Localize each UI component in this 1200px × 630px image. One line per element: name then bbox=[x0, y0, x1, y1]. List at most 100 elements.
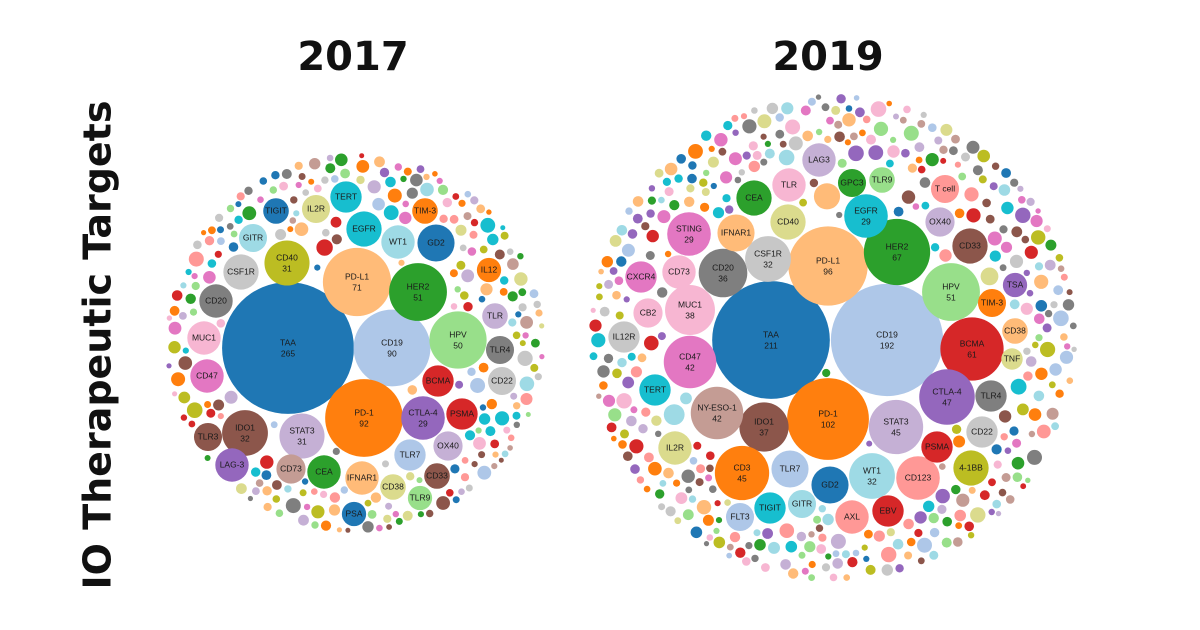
bubble-label: CD38 bbox=[1004, 325, 1026, 335]
filler-bubble bbox=[1028, 408, 1042, 421]
filler-bubble bbox=[1015, 207, 1031, 223]
bubble bbox=[872, 495, 904, 527]
bubble-value: 92 bbox=[359, 418, 369, 428]
bubble bbox=[975, 380, 1007, 412]
filler-bubble bbox=[801, 567, 809, 575]
filler-bubble bbox=[696, 464, 706, 474]
filler-bubble bbox=[385, 176, 396, 188]
filler-bubble bbox=[732, 129, 739, 136]
filler-bubble bbox=[1055, 253, 1064, 262]
filler-bubble bbox=[255, 479, 264, 487]
bubble-label: EBV bbox=[879, 505, 896, 515]
filler-bubble bbox=[491, 463, 498, 470]
filler-bubble bbox=[742, 557, 751, 566]
filler-bubble bbox=[1051, 422, 1059, 431]
filler-bubble bbox=[1011, 456, 1025, 470]
filler-bubble bbox=[464, 430, 476, 441]
bubble bbox=[279, 413, 325, 459]
filler-bubble bbox=[171, 290, 183, 301]
filler-bubble bbox=[311, 505, 325, 519]
filler-bubble bbox=[798, 551, 806, 559]
filler-bubble bbox=[507, 445, 513, 451]
filler-bubble bbox=[495, 411, 510, 426]
filler-bubble bbox=[829, 573, 838, 582]
filler-bubble bbox=[954, 161, 962, 168]
filler-bubble bbox=[987, 231, 1002, 246]
filler-bubble bbox=[392, 510, 399, 518]
filler-bubble bbox=[778, 149, 795, 166]
filler-bubble bbox=[682, 509, 694, 521]
filler-bubble bbox=[813, 183, 841, 210]
filler-bubble bbox=[182, 347, 189, 354]
filler-bubble bbox=[178, 356, 193, 370]
filler-bubble bbox=[701, 130, 712, 141]
filler-bubble bbox=[281, 169, 292, 179]
filler-bubble bbox=[449, 269, 458, 278]
bubble-label: LAG3 bbox=[808, 154, 830, 164]
bubble-label: FLT3 bbox=[730, 511, 749, 521]
filler-bubble bbox=[450, 464, 460, 474]
filler-bubble bbox=[224, 390, 238, 404]
filler-bubble bbox=[1012, 472, 1023, 483]
filler-bubble bbox=[1023, 371, 1033, 381]
bubble-label: CD38 bbox=[382, 481, 404, 491]
filler-bubble bbox=[1009, 426, 1019, 436]
bubble-label: PD-1 bbox=[354, 407, 374, 417]
filler-bubble bbox=[636, 476, 645, 484]
filler-bubble bbox=[929, 527, 940, 538]
bubble-value: 61 bbox=[967, 349, 977, 359]
filler-bubble bbox=[657, 210, 671, 224]
bubble-value: 45 bbox=[891, 427, 901, 437]
filler-bubble bbox=[655, 489, 665, 499]
filler-bubble bbox=[862, 115, 871, 124]
bubble-label: HPV bbox=[449, 329, 467, 339]
filler-bubble bbox=[1035, 208, 1041, 214]
filler-bubble bbox=[189, 308, 198, 316]
filler-bubble bbox=[204, 236, 215, 246]
filler-bubble bbox=[206, 408, 216, 418]
filler-bubble bbox=[674, 517, 682, 525]
filler-bubble bbox=[655, 430, 662, 437]
filler-bubble bbox=[295, 181, 302, 189]
bubble-label: CD47 bbox=[679, 351, 701, 361]
filler-bubble bbox=[525, 412, 531, 417]
bubble-label: CTLA-4 bbox=[408, 407, 438, 417]
filler-bubble bbox=[688, 161, 697, 170]
bubble bbox=[417, 224, 455, 262]
filler-bubble bbox=[478, 295, 486, 303]
filler-bubble bbox=[1021, 235, 1030, 244]
filler-bubble bbox=[591, 333, 606, 348]
bubble-label: TIGIT bbox=[265, 205, 287, 215]
filler-bubble bbox=[861, 544, 868, 551]
bubble bbox=[1002, 272, 1028, 298]
filler-bubble bbox=[967, 532, 975, 539]
filler-bubble bbox=[836, 94, 846, 104]
bubble bbox=[345, 461, 379, 495]
filler-bubble bbox=[1023, 347, 1031, 355]
bubble-label: MUC1 bbox=[192, 332, 216, 342]
filler-bubble bbox=[385, 502, 393, 510]
filler-bubble bbox=[236, 483, 247, 494]
filler-bubble bbox=[788, 568, 799, 579]
filler-bubble bbox=[1001, 473, 1011, 482]
filler-bubble bbox=[998, 410, 1012, 423]
filler-bubble bbox=[989, 250, 1001, 262]
filler-bubble bbox=[1010, 378, 1027, 395]
bubble bbox=[381, 225, 415, 259]
filler-bubble bbox=[215, 213, 224, 222]
filler-bubble bbox=[356, 160, 370, 173]
filler-bubble bbox=[1001, 201, 1014, 215]
filler-bubble bbox=[781, 102, 794, 115]
bubble-value: 211 bbox=[764, 340, 778, 350]
filler-bubble bbox=[191, 273, 198, 280]
filler-bubble bbox=[816, 544, 827, 554]
bubble bbox=[745, 236, 791, 282]
filler-bubble bbox=[180, 414, 188, 421]
filler-bubble bbox=[1001, 168, 1011, 178]
filler-bubble bbox=[517, 253, 524, 260]
bubble bbox=[725, 502, 755, 532]
filler-bubble bbox=[302, 189, 310, 196]
bubble-value: 42 bbox=[712, 413, 722, 423]
filler-bubble bbox=[699, 178, 708, 187]
filler-bubble bbox=[1071, 346, 1077, 352]
